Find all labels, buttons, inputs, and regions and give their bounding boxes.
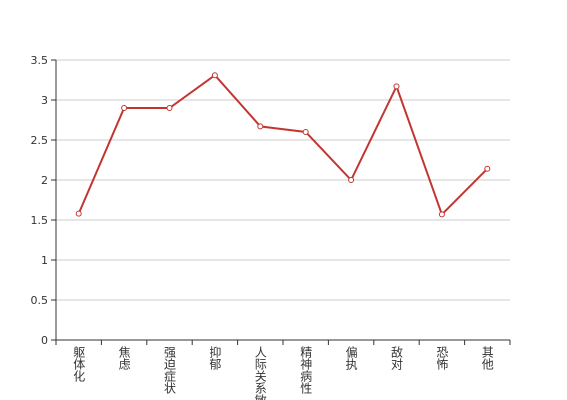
x-tick-label: 强迫症状 bbox=[163, 346, 177, 394]
point bbox=[393, 83, 400, 90]
point bbox=[302, 129, 309, 135]
x-tick-label: 焦虑 bbox=[117, 346, 131, 370]
y-tick-label: 2.5 bbox=[31, 134, 49, 147]
y-tick-label: 0 bbox=[41, 334, 48, 347]
point bbox=[438, 211, 445, 218]
point bbox=[211, 72, 218, 79]
x-tick-label: 抑郁 bbox=[208, 345, 222, 371]
x-tick-label: 躯体化 bbox=[72, 345, 86, 383]
x-tick-label: 精神病性 bbox=[299, 346, 313, 395]
x-tick-label: 偏执 bbox=[344, 345, 358, 371]
point bbox=[484, 165, 491, 172]
x-tick-label: 人际关系敏感 bbox=[253, 346, 267, 400]
point bbox=[121, 105, 128, 111]
y-tick-label: 2 bbox=[41, 174, 48, 187]
y-tick-label: 3 bbox=[41, 94, 48, 107]
y-tick-label: 0.5 bbox=[31, 294, 49, 307]
y-tick-label: 1.5 bbox=[31, 214, 49, 227]
point bbox=[257, 123, 264, 130]
point bbox=[166, 105, 173, 111]
x-tick-label: 敌对 bbox=[390, 345, 404, 370]
point bbox=[75, 210, 82, 217]
point bbox=[348, 177, 355, 183]
x-tick-label: 恐怖 bbox=[435, 346, 449, 370]
y-tick-label: 1 bbox=[41, 254, 48, 267]
x-tick-label: 其他 bbox=[480, 346, 494, 370]
y-tick-label: 3.5 bbox=[31, 54, 49, 67]
line bbox=[77, 73, 489, 217]
